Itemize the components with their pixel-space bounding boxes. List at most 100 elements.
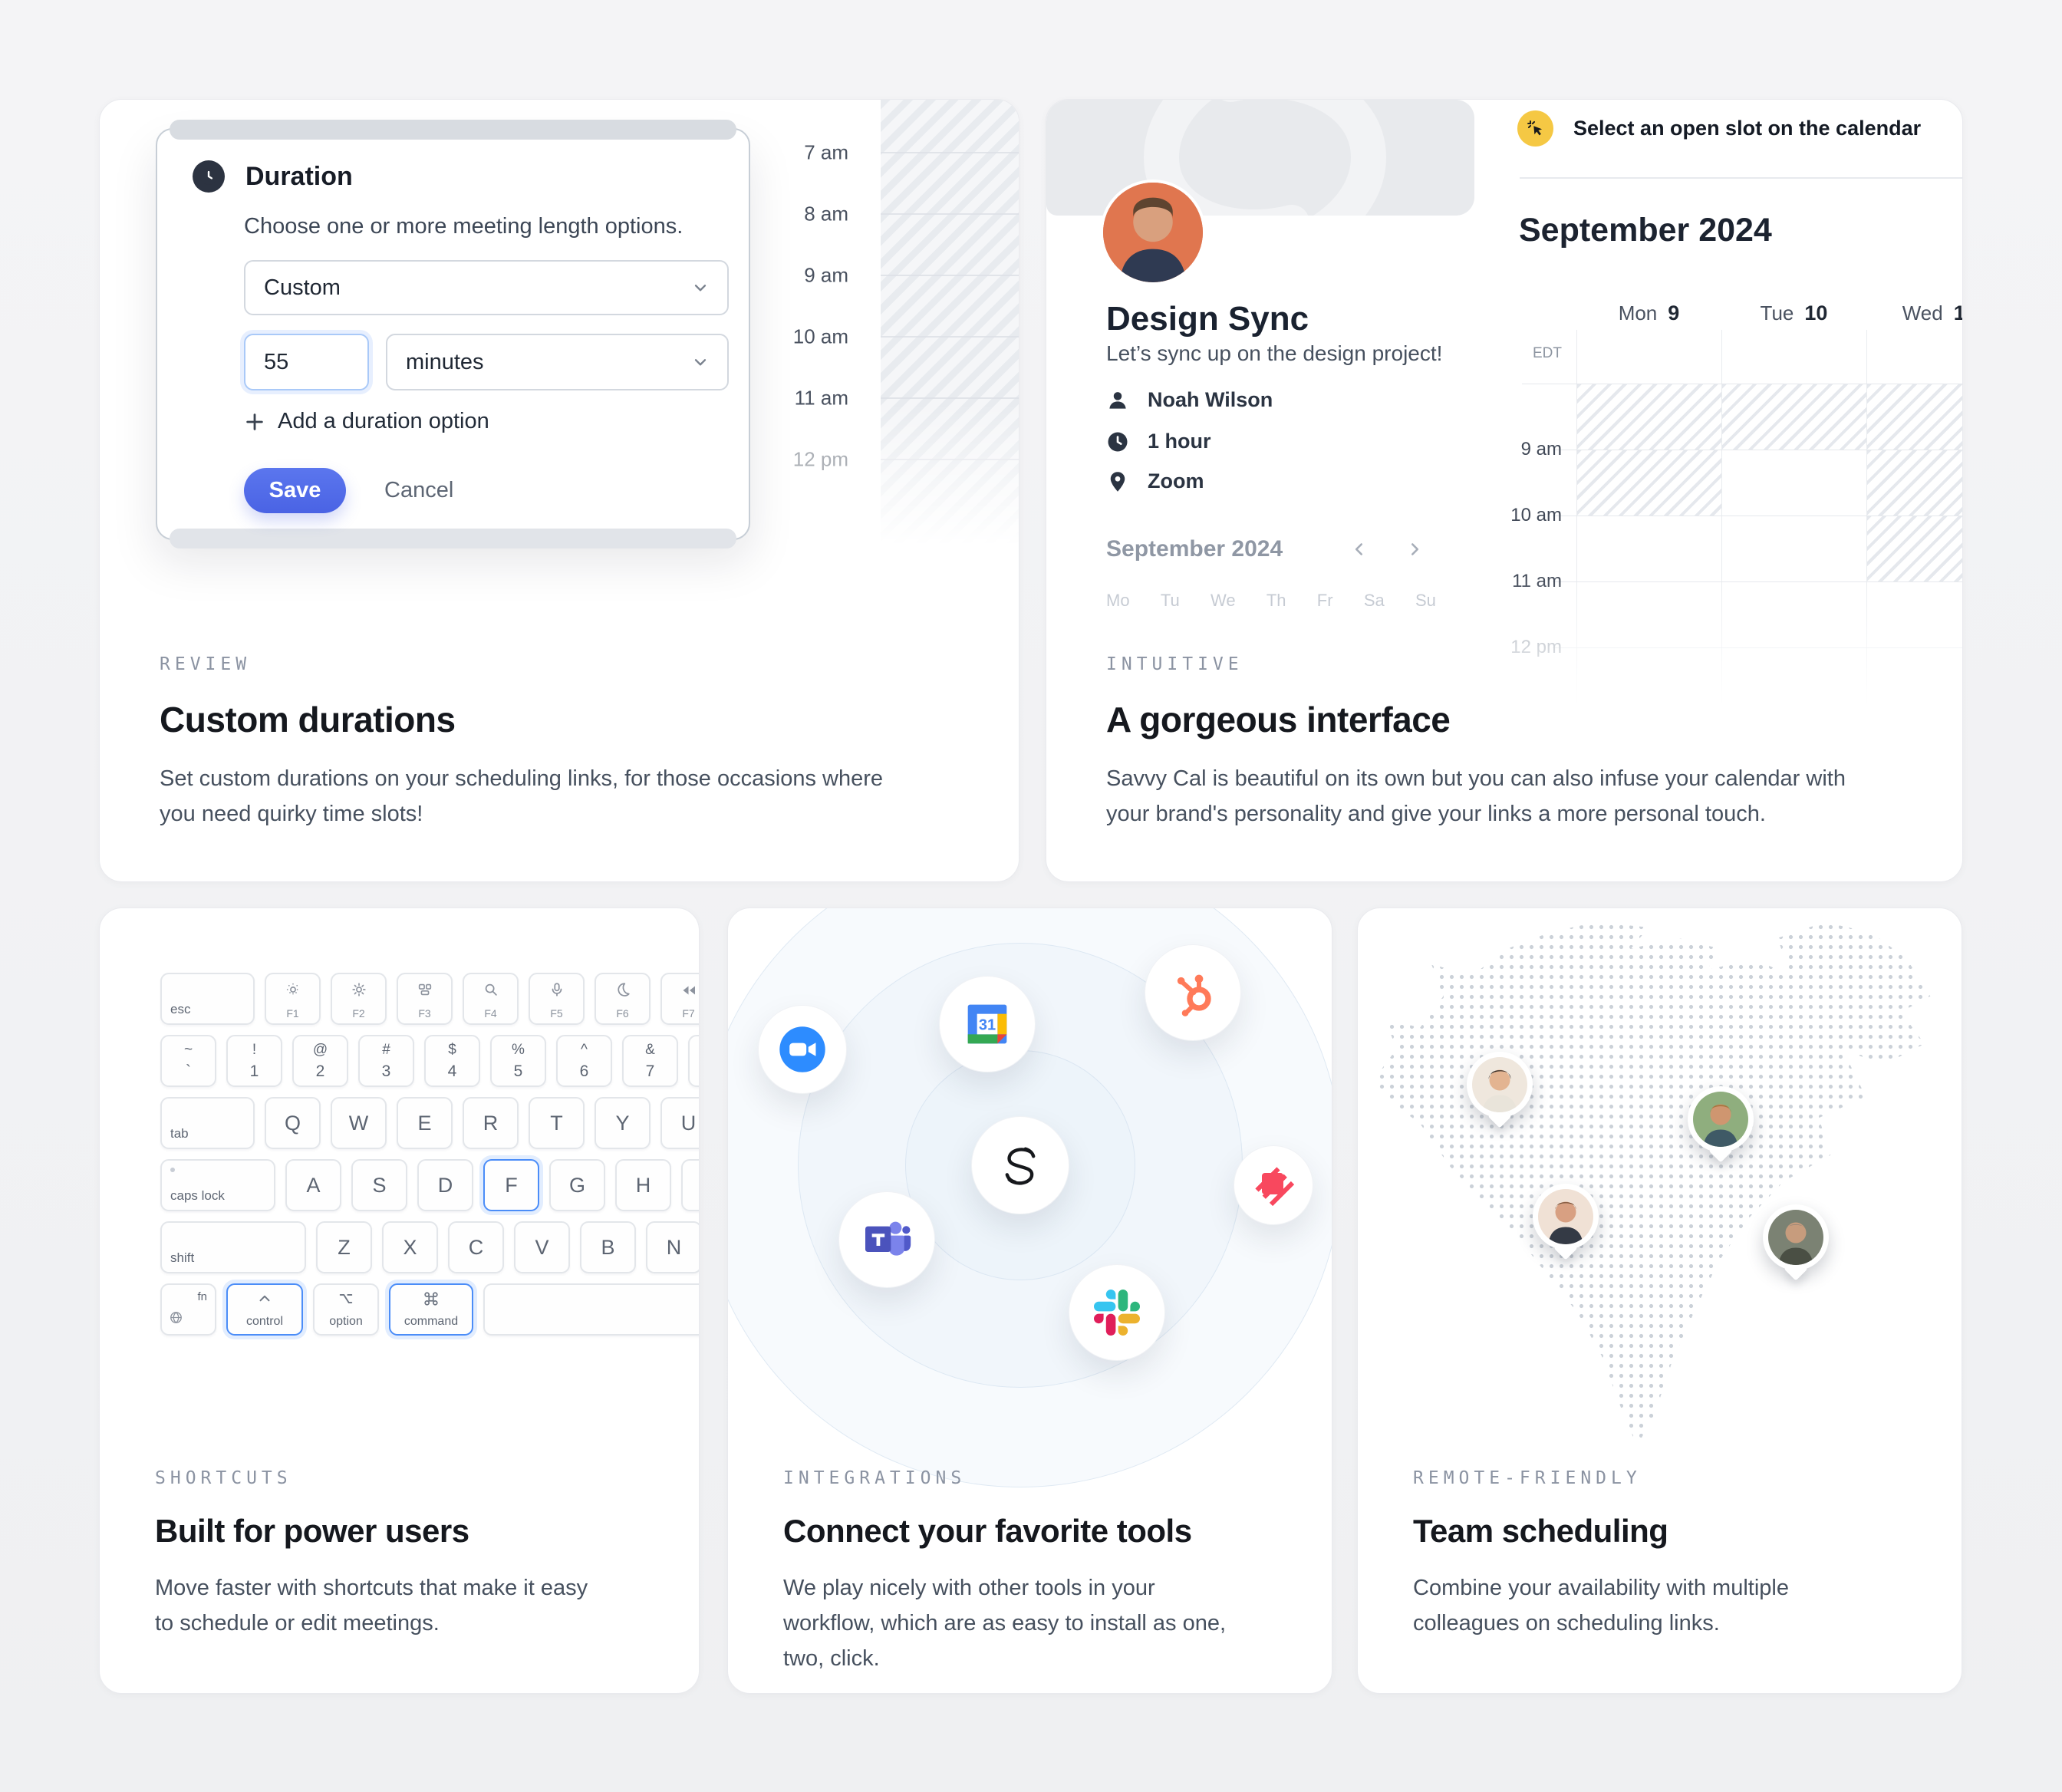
location-pin-icon bbox=[1110, 471, 1125, 492]
key-g: G bbox=[549, 1159, 605, 1211]
dotted-world-map bbox=[1372, 922, 1931, 1447]
key-n: N bbox=[646, 1221, 699, 1273]
open-slot[interactable] bbox=[1722, 450, 1866, 516]
hour-line bbox=[881, 336, 1019, 338]
durations-title: Custom durations bbox=[160, 700, 456, 740]
booking-duration: 1 hour bbox=[1148, 430, 1211, 453]
busy-slot bbox=[1867, 450, 1962, 516]
hour-label: 12 pm bbox=[792, 447, 848, 471]
duration-type-select[interactable]: Custom bbox=[244, 260, 729, 315]
open-slot[interactable] bbox=[1577, 516, 1721, 581]
key-F2: F2 bbox=[331, 973, 387, 1025]
eyebrow-intuitive: INTUITIVE bbox=[1106, 654, 1243, 674]
savvycal-logo-icon bbox=[971, 1116, 1069, 1214]
mini-weekday: Tu bbox=[1160, 591, 1180, 610]
key-F1: F1 bbox=[265, 973, 321, 1025]
clock-icon bbox=[1108, 432, 1128, 451]
key-fn: fn bbox=[160, 1283, 216, 1336]
mini-month-label: September 2024 bbox=[1106, 536, 1283, 562]
key-F7: F7 bbox=[660, 973, 699, 1025]
slack-icon bbox=[1069, 1264, 1165, 1361]
shortcuts-title: Built for power users bbox=[155, 1513, 469, 1549]
key-c: C bbox=[448, 1221, 504, 1273]
grid-vline bbox=[1721, 330, 1722, 713]
hour-label: 11 am bbox=[794, 386, 848, 410]
hour-label: 9 am bbox=[804, 263, 848, 287]
key-z: Z bbox=[316, 1221, 372, 1273]
prev-month-button[interactable] bbox=[1346, 535, 1373, 563]
busy-slot bbox=[1577, 450, 1721, 516]
card-custom-durations: 7 am 8 am 9 am 10 am 11 am 12 pm Duration Cho… bbox=[99, 99, 1019, 882]
mini-weekday: Sa bbox=[1363, 591, 1385, 610]
key-`: ~ ` bbox=[160, 1035, 216, 1087]
card-gorgeous-interface: Design Sync Let’s sync up on the design … bbox=[1046, 99, 1963, 882]
card-team-scheduling: REMOTE-FRIENDLY Team scheduling Combine … bbox=[1357, 908, 1962, 1694]
hour-line bbox=[881, 152, 1019, 153]
key-f: F bbox=[483, 1159, 539, 1211]
key-h: H bbox=[615, 1159, 671, 1211]
cursor-click-icon bbox=[1517, 110, 1553, 147]
hour-label: 8 am bbox=[804, 202, 848, 226]
mini-month-header: September 2024 bbox=[1106, 535, 1428, 563]
striped-arrow-integration-icon bbox=[1234, 1145, 1313, 1225]
cancel-button[interactable]: Cancel bbox=[384, 468, 453, 513]
key-7: & 7 bbox=[622, 1035, 678, 1087]
save-button[interactable]: Save bbox=[244, 468, 346, 513]
key-d: D bbox=[417, 1159, 473, 1211]
key-F3: F3 bbox=[397, 973, 453, 1025]
key-s: S bbox=[351, 1159, 407, 1211]
team-copy: REMOTE-FRIENDLY Team scheduling Combine … bbox=[1413, 1468, 1915, 1642]
google-calendar-icon: 31 bbox=[939, 976, 1036, 1072]
open-slot[interactable] bbox=[1722, 516, 1866, 581]
booking-host-row: Noah Wilson bbox=[1106, 388, 1273, 412]
integrations-title: Connect your favorite tools bbox=[783, 1513, 1192, 1549]
mini-weekday: We bbox=[1210, 591, 1236, 610]
key-b: B bbox=[580, 1221, 636, 1273]
calendar-time-label: 10 am bbox=[1510, 505, 1562, 525]
chevron-right-icon bbox=[1411, 543, 1419, 555]
key-6: ^ 6 bbox=[556, 1035, 612, 1087]
teammate-pin bbox=[1688, 1086, 1754, 1152]
booking-location-row: Zoom bbox=[1106, 469, 1204, 493]
panel-divider bbox=[1520, 177, 1962, 179]
hubspot-icon bbox=[1145, 944, 1241, 1041]
booking-host: Noah Wilson bbox=[1148, 388, 1273, 411]
host-avatar bbox=[1103, 183, 1203, 282]
interface-title: A gorgeous interface bbox=[1106, 700, 1451, 740]
booking-duration-row: 1 hour bbox=[1106, 430, 1211, 453]
hour-label: 10 am bbox=[792, 324, 848, 348]
durations-copy: REVIEW Custom durations Set custom durat… bbox=[160, 654, 973, 832]
duration-quantity-input[interactable] bbox=[244, 334, 369, 390]
hour-line bbox=[881, 213, 1019, 215]
integrations-body: We play nicely with other tools in your … bbox=[783, 1576, 1227, 1671]
durations-body: Set custom durations on your scheduling … bbox=[160, 766, 883, 826]
busy-slot bbox=[1867, 516, 1962, 581]
timezone-label: EDT bbox=[1533, 345, 1562, 361]
hour-line bbox=[881, 275, 1019, 276]
day-header: Wed11 bbox=[1902, 301, 1963, 324]
card-connect-your-favorite-tools: 31 INTEGRATIONS Connect your favorite to… bbox=[727, 908, 1332, 1694]
key-esc: esc bbox=[160, 973, 255, 1025]
hour-line bbox=[881, 459, 1019, 460]
eyebrow-review: REVIEW bbox=[160, 654, 252, 674]
mini-weekday: Mo bbox=[1106, 591, 1130, 610]
key-2: @2 bbox=[292, 1035, 348, 1087]
eyebrow-integrations: INTEGRATIONS bbox=[783, 1468, 967, 1488]
calendar-hint: Select an open slot on the calendar bbox=[1517, 110, 1921, 147]
interface-body: Savvy Cal is beautiful on its own but yo… bbox=[1106, 766, 1846, 826]
key-e: E bbox=[397, 1097, 453, 1149]
add-duration-option-button[interactable]: Add a duration option bbox=[244, 409, 489, 434]
svg-text:31: 31 bbox=[979, 1016, 996, 1033]
booking-event-description: Let’s sync up on the design project! bbox=[1106, 341, 1443, 365]
busy-slot bbox=[1722, 384, 1866, 450]
booking-banner bbox=[1046, 100, 1474, 216]
duration-unit-select[interactable]: minutes bbox=[386, 334, 729, 390]
calendar-busy-strip bbox=[881, 100, 1019, 560]
key-q: Q bbox=[265, 1097, 321, 1149]
next-month-button[interactable] bbox=[1401, 535, 1428, 563]
weekday-row: Mo Tu We Th Fr Sa Su bbox=[1106, 591, 1436, 611]
clock-icon bbox=[193, 160, 225, 193]
calendar-hint-text: Select an open slot on the calendar bbox=[1573, 117, 1922, 140]
key-control: control bbox=[226, 1283, 303, 1336]
